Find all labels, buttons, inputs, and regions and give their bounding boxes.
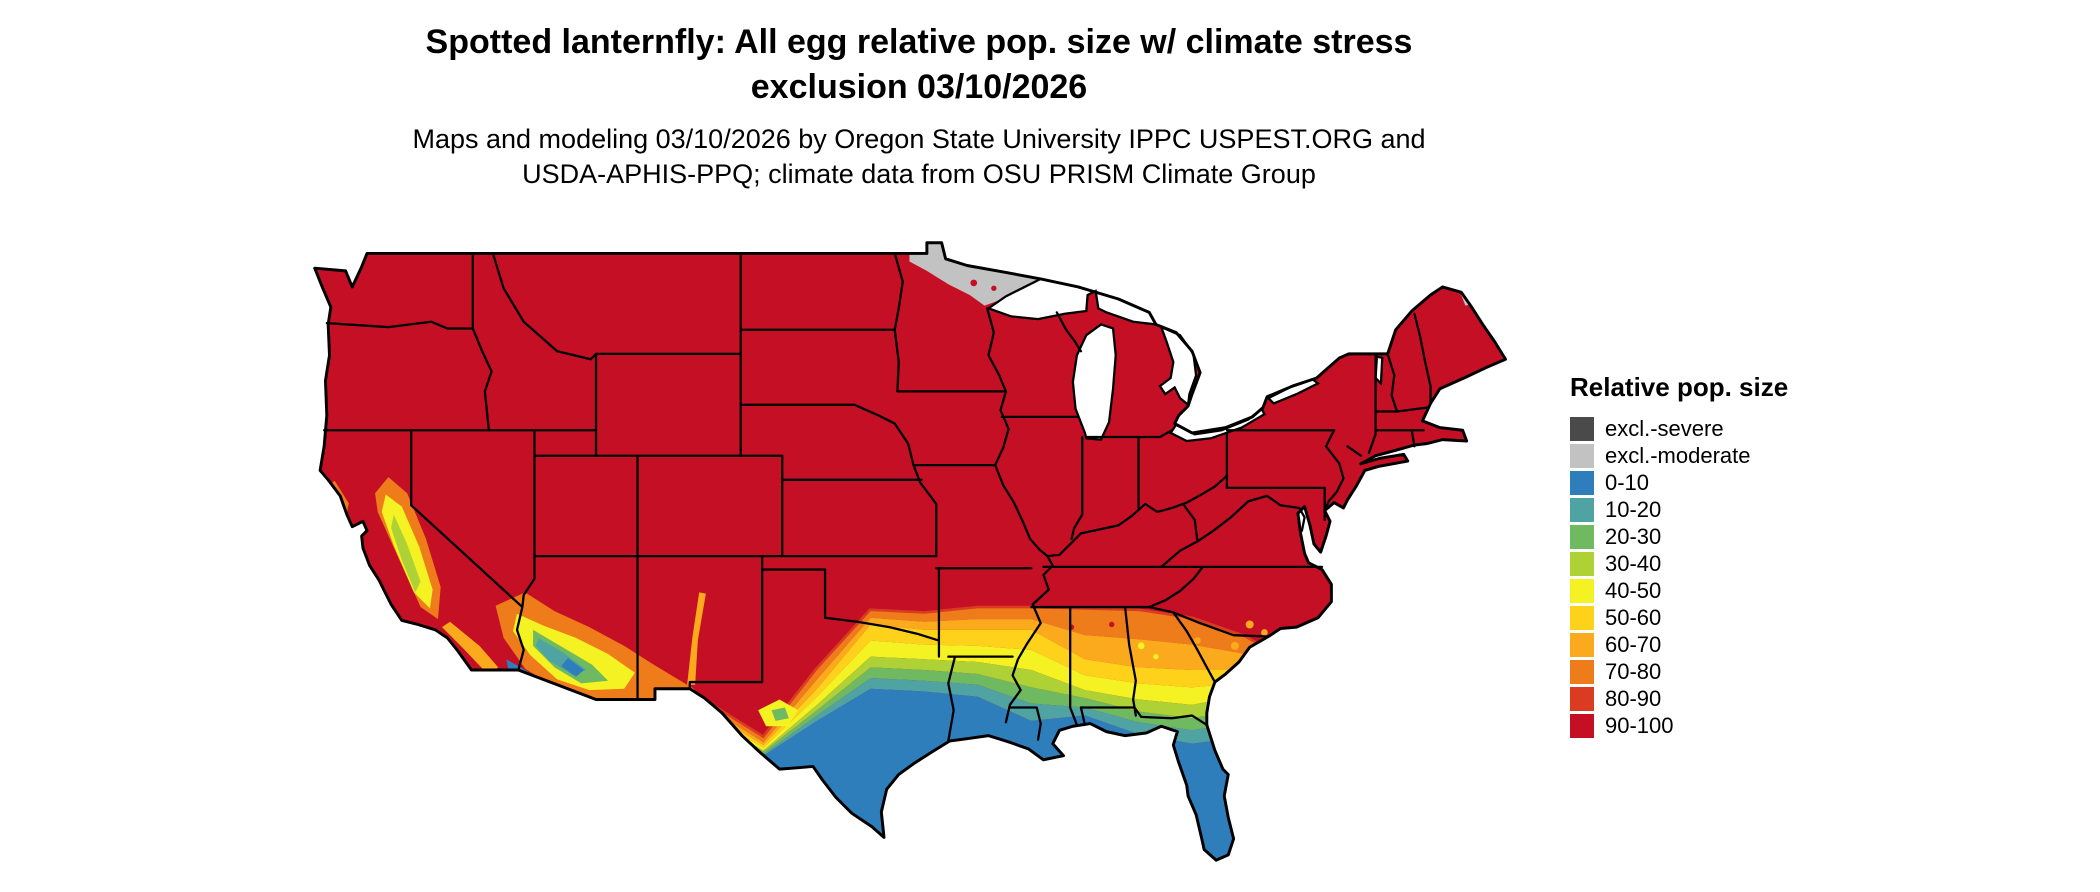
speckle-red xyxy=(991,285,997,291)
legend-swatch xyxy=(1570,605,1594,630)
title-line-1: Spotted lanternfly: All egg relative pop… xyxy=(425,23,1413,61)
map-region-ca-valley-green xyxy=(391,514,421,593)
map-speckles xyxy=(970,279,1268,875)
legend-label: 0-10 xyxy=(1605,469,1650,495)
speckle-orange xyxy=(1245,620,1254,629)
legend-label: 90-100 xyxy=(1605,712,1674,738)
legend-swatch xyxy=(1570,713,1594,738)
legend-label: 30-40 xyxy=(1605,550,1662,576)
legend-item: excl.-moderate xyxy=(1570,442,1788,469)
map-region-20-30 xyxy=(656,667,1353,755)
legend-swatch xyxy=(1570,686,1594,711)
speckle-keys xyxy=(1196,867,1201,872)
legend-title: Relative pop. size xyxy=(1570,372,1789,402)
legend-item: 70-80 xyxy=(1570,658,1788,685)
legend-swatch xyxy=(1570,524,1594,549)
legend-items: excl.-severe excl.-moderate 0-10 10-20 20-30… xyxy=(1570,415,1788,739)
legend-swatch xyxy=(1570,632,1594,657)
speckle-orange xyxy=(1194,637,1201,644)
speckle-orange xyxy=(1230,641,1239,650)
state-borders-east xyxy=(1196,312,1432,543)
map-region-az-orange xyxy=(495,592,694,699)
map-region-10-20 xyxy=(656,678,1353,756)
lake-erie xyxy=(1168,407,1266,443)
lake-michigan xyxy=(1071,323,1117,441)
legend-item: 90-100 xyxy=(1570,712,1788,739)
map-fill-layer xyxy=(314,242,1506,875)
speckle-orange xyxy=(1220,655,1228,663)
legend-item: 80-90 xyxy=(1570,685,1788,712)
legend-label: 80-90 xyxy=(1605,685,1662,711)
legend-item: 10-20 xyxy=(1570,496,1788,523)
legend-label: excl.-severe xyxy=(1605,415,1724,441)
state-borders-central xyxy=(688,252,1042,743)
legend-swatch xyxy=(1570,551,1594,576)
map-region-nm-valley xyxy=(687,592,706,685)
legend-swatch xyxy=(1570,659,1594,684)
legend-label: 70-80 xyxy=(1605,658,1662,684)
map-region-az-yellow xyxy=(512,613,635,691)
speckle-orange xyxy=(1261,629,1268,636)
map-region-az-green xyxy=(533,629,609,684)
speckle-yellow xyxy=(1137,642,1145,650)
map-region-socal-orange xyxy=(442,621,499,675)
legend-label: 50-60 xyxy=(1605,604,1662,630)
speckle-yellow xyxy=(1153,653,1159,660)
state-borders-west xyxy=(322,252,938,701)
legend-item: 0-10 xyxy=(1570,469,1788,496)
legend-label: 10-20 xyxy=(1605,496,1662,522)
figure-title: Spotted lanternfly: All egg relative pop… xyxy=(0,20,1838,110)
legend-item: 20-30 xyxy=(1570,523,1788,550)
subtitle-line-1: Maps and modeling 03/10/2026 by Oregon S… xyxy=(412,124,1426,154)
legend-item: excl.-severe xyxy=(1570,415,1788,442)
legend-label: 40-50 xyxy=(1605,577,1662,603)
speckle-keys xyxy=(1206,863,1211,868)
map-region-70-80 xyxy=(656,608,1353,743)
map-region-excl-moderate-mn xyxy=(909,242,1041,306)
legend-item: 40-50 xyxy=(1570,577,1788,604)
legend-swatch xyxy=(1570,443,1594,468)
legend-label: 20-30 xyxy=(1605,523,1662,549)
legend-label: excl.-moderate xyxy=(1605,442,1751,468)
legend-item: 60-70 xyxy=(1570,631,1788,658)
map-region-90-100-base xyxy=(314,242,1506,861)
figure-subtitle: Maps and modeling 03/10/2026 by Oregon S… xyxy=(0,122,1838,192)
legend-swatch xyxy=(1570,578,1594,603)
speckle-red xyxy=(1109,621,1115,628)
legend: Relative pop. size excl.-severe excl.-mod… xyxy=(1570,372,1788,739)
map-region-az-blue-phoenix xyxy=(561,657,584,677)
map-region-wtx-green xyxy=(771,707,789,721)
legend-swatch xyxy=(1570,497,1594,522)
speckle-red xyxy=(970,279,978,287)
state-borders xyxy=(322,252,1432,743)
map-region-60-70 xyxy=(656,617,1353,746)
legend-swatch xyxy=(1570,470,1594,495)
speckle-keys xyxy=(1187,870,1192,875)
us-map xyxy=(313,241,1507,875)
state-borders-south xyxy=(1030,565,1324,727)
subtitle-line-2: USDA-APHIS-PPQ; climate data from OSU PR… xyxy=(522,159,1316,190)
state-borders-midwest xyxy=(1000,311,1336,540)
state-borders-mississippi-river xyxy=(986,307,1054,724)
legend-swatch xyxy=(1570,416,1594,441)
title-line-2: exclusion 03/10/2026 xyxy=(750,67,1088,106)
legend-label: 60-70 xyxy=(1605,631,1662,657)
legend-item: 50-60 xyxy=(1570,604,1788,631)
legend-item: 30-40 xyxy=(1570,550,1788,577)
